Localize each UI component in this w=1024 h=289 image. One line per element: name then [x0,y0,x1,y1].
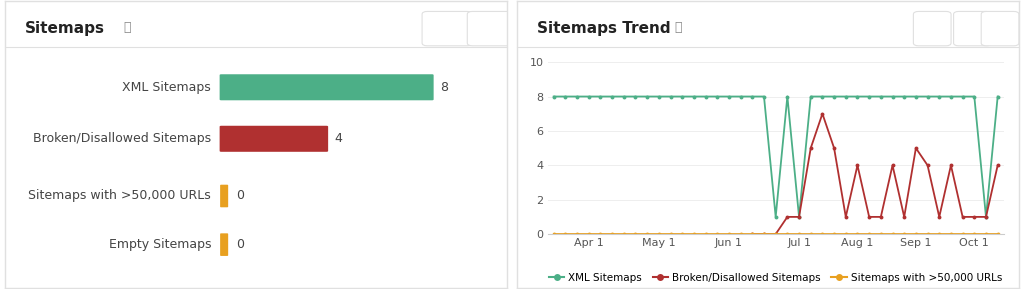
Text: 0: 0 [237,238,244,251]
FancyBboxPatch shape [913,12,951,46]
Text: ⓘ: ⓘ [123,21,131,34]
FancyBboxPatch shape [220,233,228,256]
Text: Sitemaps Trend: Sitemaps Trend [537,21,671,36]
FancyBboxPatch shape [219,74,433,100]
Text: XML Sitemaps: XML Sitemaps [122,81,211,94]
FancyBboxPatch shape [220,185,228,207]
Text: Broken/Disallowed Sitemaps: Broken/Disallowed Sitemaps [33,132,211,145]
FancyBboxPatch shape [981,12,1019,46]
Text: 4: 4 [334,132,342,145]
Text: Sitemaps with >50,000 URLs: Sitemaps with >50,000 URLs [29,190,211,203]
FancyBboxPatch shape [219,126,328,152]
FancyBboxPatch shape [422,12,472,46]
Legend: XML Sitemaps, Broken/Disallowed Sitemaps, Sitemaps with >50,000 URLs: XML Sitemaps, Broken/Disallowed Sitemaps… [545,268,1007,287]
Text: Sitemaps: Sitemaps [26,21,105,36]
Text: 0: 0 [237,190,244,203]
Text: ⓘ: ⓘ [675,21,682,34]
Text: 8: 8 [439,81,447,94]
FancyBboxPatch shape [467,12,517,46]
Text: Empty Sitemaps: Empty Sitemaps [109,238,211,251]
FancyBboxPatch shape [953,12,991,46]
